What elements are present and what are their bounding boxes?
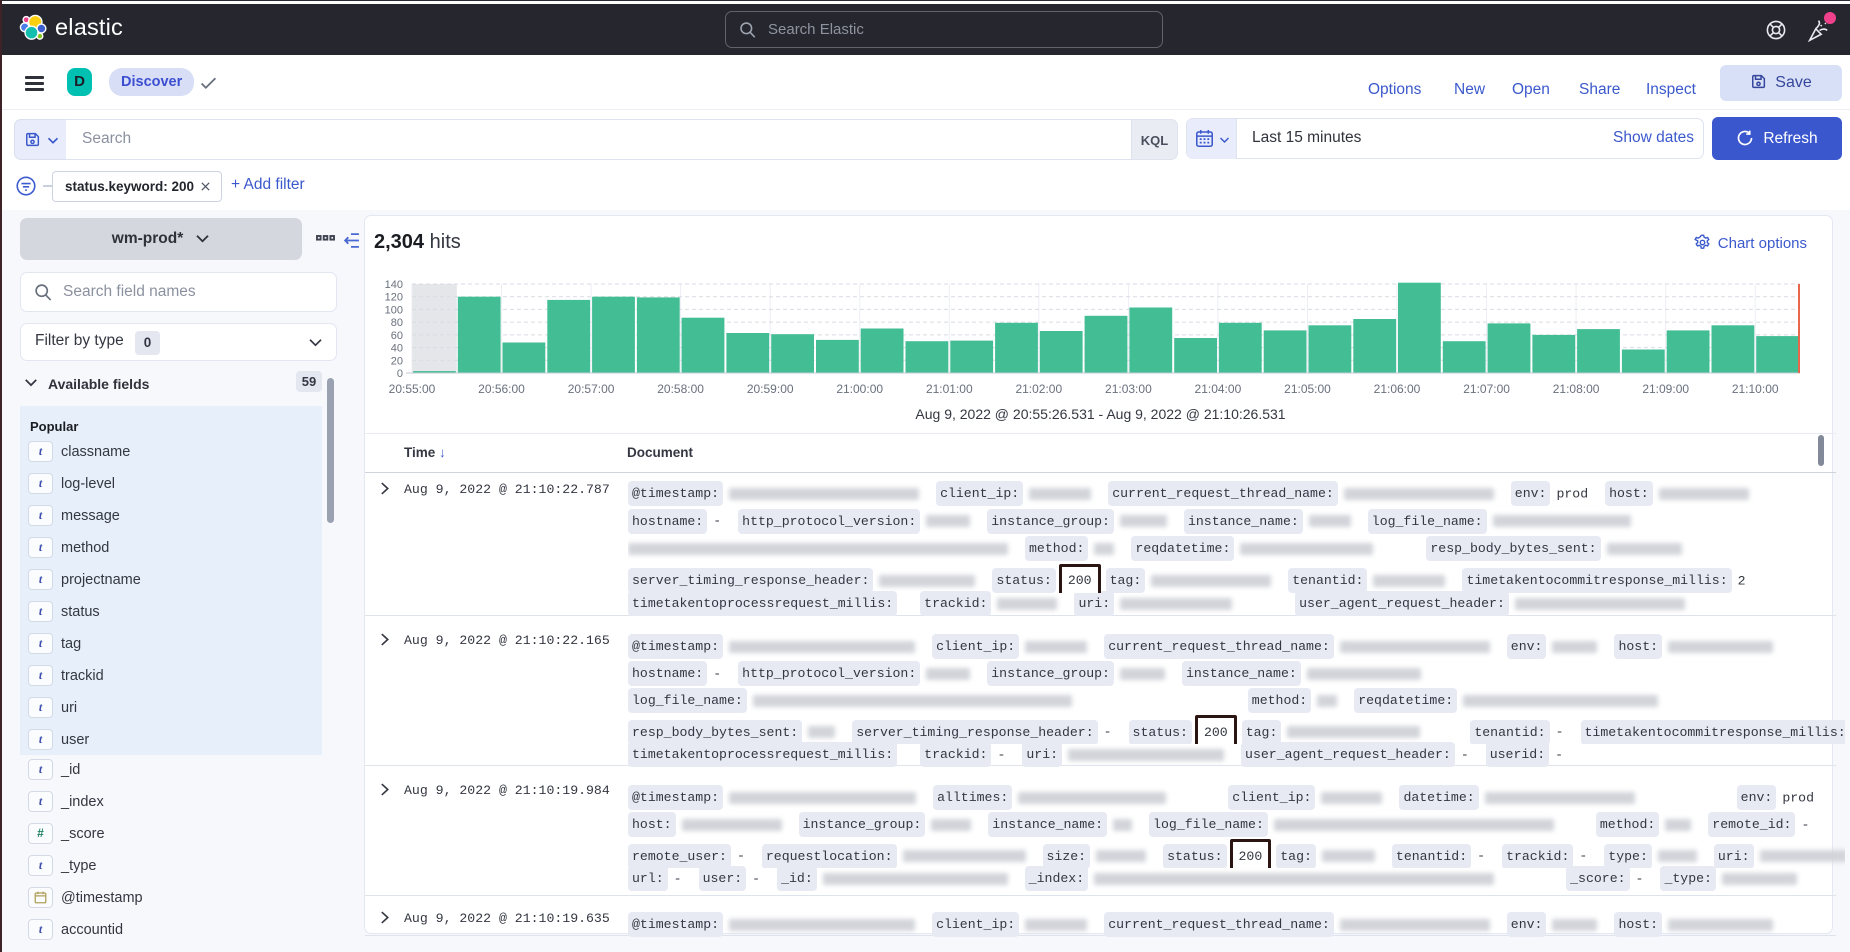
svg-text:21:00:00: 21:00:00 bbox=[836, 382, 883, 396]
svg-text:140: 140 bbox=[385, 279, 403, 291]
svg-text:100: 100 bbox=[385, 304, 403, 316]
svg-text:60: 60 bbox=[391, 330, 403, 342]
svg-text:20:58:00: 20:58:00 bbox=[657, 382, 704, 396]
svg-text:21:10:00: 21:10:00 bbox=[1732, 382, 1779, 396]
svg-text:0: 0 bbox=[397, 368, 403, 380]
svg-text:20: 20 bbox=[391, 355, 403, 367]
svg-text:21:09:00: 21:09:00 bbox=[1642, 382, 1689, 396]
svg-text:20:55:00: 20:55:00 bbox=[389, 382, 436, 396]
svg-text:21:04:00: 21:04:00 bbox=[1195, 382, 1242, 396]
svg-text:21:02:00: 21:02:00 bbox=[1015, 382, 1062, 396]
svg-text:21:03:00: 21:03:00 bbox=[1105, 382, 1152, 396]
svg-text:80: 80 bbox=[391, 317, 403, 329]
svg-text:20:57:00: 20:57:00 bbox=[568, 382, 615, 396]
svg-text:20:59:00: 20:59:00 bbox=[747, 382, 794, 396]
svg-text:21:06:00: 21:06:00 bbox=[1374, 382, 1421, 396]
svg-text:20:56:00: 20:56:00 bbox=[478, 382, 525, 396]
svg-text:40: 40 bbox=[391, 343, 403, 355]
svg-text:120: 120 bbox=[385, 292, 403, 304]
svg-text:21:08:00: 21:08:00 bbox=[1553, 382, 1600, 396]
svg-text:21:05:00: 21:05:00 bbox=[1284, 382, 1331, 396]
svg-text:21:01:00: 21:01:00 bbox=[926, 382, 973, 396]
svg-text:21:07:00: 21:07:00 bbox=[1463, 382, 1510, 396]
